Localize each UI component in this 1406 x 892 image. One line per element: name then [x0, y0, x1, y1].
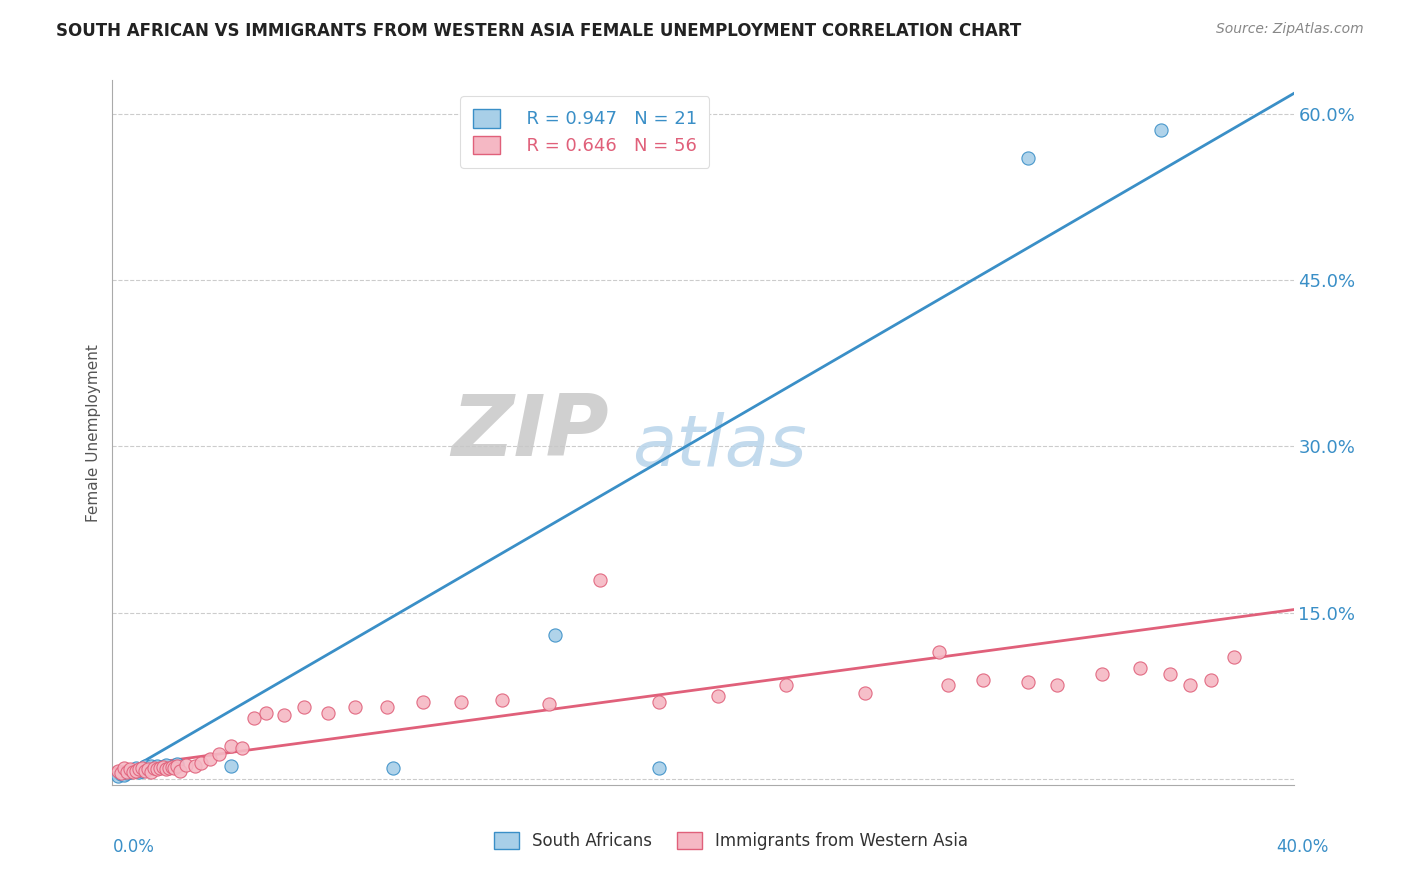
Text: 40.0%: 40.0% — [1277, 838, 1329, 856]
Point — [117, 764, 138, 779]
Point — [152, 760, 174, 774]
Point — [160, 760, 183, 774]
Point — [125, 764, 148, 778]
Point — [1199, 673, 1222, 687]
Point — [134, 759, 156, 773]
Point — [273, 708, 295, 723]
Legend:   R = 0.947   N = 21,   R = 0.646   N = 56: R = 0.947 N = 21, R = 0.646 N = 56 — [460, 96, 710, 168]
Point — [136, 761, 159, 775]
Point — [139, 764, 162, 779]
Point — [936, 678, 959, 692]
Point — [1129, 661, 1152, 675]
Point — [231, 741, 253, 756]
Point — [775, 678, 797, 692]
Point — [120, 763, 142, 777]
Point — [131, 764, 153, 778]
Point — [174, 758, 197, 772]
Point — [928, 645, 950, 659]
Point — [292, 700, 315, 714]
Point — [149, 761, 172, 775]
Point — [122, 764, 145, 778]
Point — [706, 689, 728, 703]
Point — [134, 764, 156, 778]
Point — [855, 686, 877, 700]
Point — [647, 695, 671, 709]
Point — [973, 673, 995, 687]
Point — [208, 747, 231, 761]
Point — [112, 761, 135, 775]
Point — [382, 761, 405, 775]
Point — [184, 759, 207, 773]
Point — [343, 700, 366, 714]
Legend: South Africans, Immigrants from Western Asia: South Africans, Immigrants from Western … — [486, 825, 976, 857]
Y-axis label: Female Unemployment: Female Unemployment — [86, 343, 101, 522]
Point — [588, 573, 610, 587]
Text: atlas: atlas — [633, 412, 807, 481]
Point — [146, 763, 169, 777]
Point — [155, 758, 177, 772]
Text: 0.0%: 0.0% — [112, 838, 155, 856]
Point — [1091, 667, 1114, 681]
Point — [122, 764, 145, 779]
Point — [1017, 674, 1039, 689]
Point — [1017, 151, 1039, 165]
Point — [110, 765, 132, 780]
Point — [544, 628, 567, 642]
Point — [647, 761, 671, 775]
Point — [112, 768, 135, 782]
Point — [128, 764, 150, 779]
Point — [117, 765, 138, 780]
Text: SOUTH AFRICAN VS IMMIGRANTS FROM WESTERN ASIA FEMALE UNEMPLOYMENT CORRELATION CH: SOUTH AFRICAN VS IMMIGRANTS FROM WESTERN… — [56, 22, 1022, 40]
Point — [136, 763, 159, 777]
Point — [139, 759, 162, 773]
Point — [155, 763, 177, 777]
Point — [219, 759, 242, 773]
Point — [538, 697, 561, 711]
Point — [125, 761, 148, 775]
Point — [107, 769, 129, 783]
Point — [142, 761, 165, 775]
Point — [166, 756, 188, 771]
Point — [316, 706, 339, 720]
Point — [198, 752, 221, 766]
Point — [110, 767, 132, 781]
Point — [375, 700, 398, 714]
Point — [1159, 667, 1181, 681]
Text: Source: ZipAtlas.com: Source: ZipAtlas.com — [1216, 22, 1364, 37]
Point — [107, 764, 129, 778]
Point — [411, 695, 433, 709]
Point — [491, 692, 513, 706]
Point — [450, 695, 472, 709]
Point — [166, 759, 188, 773]
Point — [1178, 678, 1201, 692]
Point — [157, 761, 180, 775]
Text: ZIP: ZIP — [451, 391, 609, 475]
Point — [128, 763, 150, 777]
Point — [163, 761, 186, 775]
Point — [169, 764, 191, 778]
Point — [146, 759, 169, 773]
Point — [190, 756, 212, 770]
Point — [243, 711, 266, 725]
Point — [219, 739, 242, 753]
Point — [120, 764, 142, 779]
Point — [1150, 123, 1173, 137]
Point — [1223, 650, 1246, 665]
Point — [131, 761, 153, 775]
Point — [254, 706, 277, 720]
Point — [1046, 678, 1069, 692]
